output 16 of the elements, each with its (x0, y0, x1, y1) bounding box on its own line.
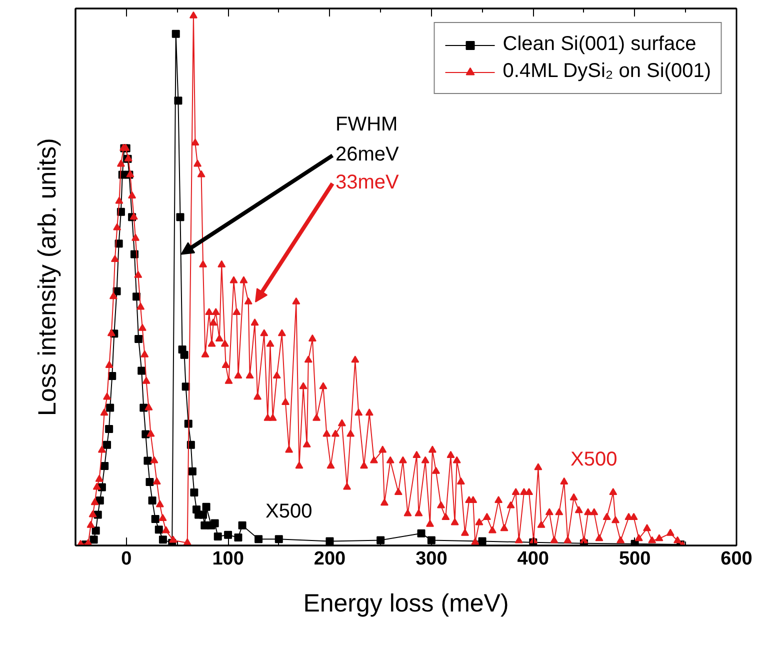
x-tick-label: 200 (314, 548, 346, 570)
x-axis-title: Energy loss (meV) (303, 590, 509, 618)
x-tick-label: 0 (121, 548, 132, 570)
legend-label: 0.4ML DySi₂ on Si(001) (502, 60, 711, 83)
annotation: 26meV (336, 144, 400, 166)
x-tick-label: 600 (720, 548, 752, 570)
annotation: X500 (266, 500, 312, 522)
x-tick-label: 400 (517, 548, 549, 570)
annotation: 33meV (336, 172, 400, 194)
annotation: X500 (570, 448, 618, 470)
x-tick-label: 100 (212, 548, 244, 570)
legend-label: Clean Si(001) surface (502, 33, 696, 56)
x-tick-label: 500 (618, 548, 651, 570)
x-tick-label: 300 (416, 548, 448, 570)
annotation: FWHM (336, 114, 398, 136)
y-axis-title: Loss intensity (arb. units) (34, 138, 62, 416)
